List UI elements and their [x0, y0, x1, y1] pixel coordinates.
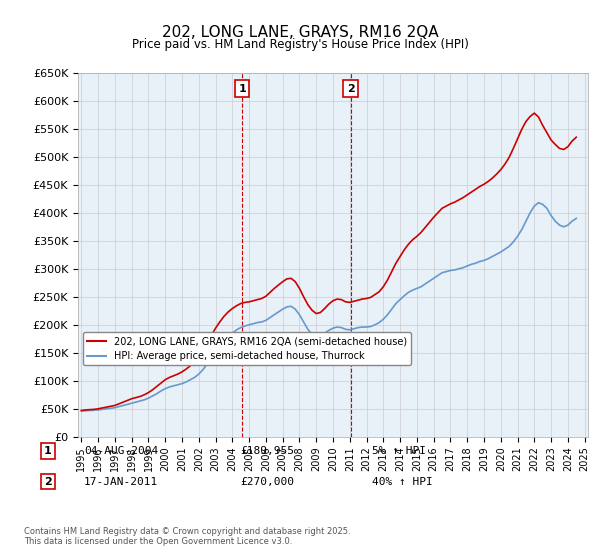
Text: 17-JAN-2011: 17-JAN-2011	[84, 477, 158, 487]
Text: 5% ↑ HPI: 5% ↑ HPI	[372, 446, 426, 456]
Text: £189,955: £189,955	[240, 446, 294, 456]
Text: 2: 2	[44, 477, 52, 487]
Text: £270,000: £270,000	[240, 477, 294, 487]
Text: Price paid vs. HM Land Registry's House Price Index (HPI): Price paid vs. HM Land Registry's House …	[131, 38, 469, 51]
Text: 04-AUG-2004: 04-AUG-2004	[84, 446, 158, 456]
Text: 1: 1	[44, 446, 52, 456]
Text: 40% ↑ HPI: 40% ↑ HPI	[372, 477, 433, 487]
Text: Contains HM Land Registry data © Crown copyright and database right 2025.
This d: Contains HM Land Registry data © Crown c…	[24, 526, 350, 546]
Text: 1: 1	[238, 83, 246, 94]
Text: 2: 2	[347, 83, 355, 94]
Legend: 202, LONG LANE, GRAYS, RM16 2QA (semi-detached house), HPI: Average price, semi-: 202, LONG LANE, GRAYS, RM16 2QA (semi-de…	[83, 333, 411, 365]
Text: 202, LONG LANE, GRAYS, RM16 2QA: 202, LONG LANE, GRAYS, RM16 2QA	[161, 25, 439, 40]
